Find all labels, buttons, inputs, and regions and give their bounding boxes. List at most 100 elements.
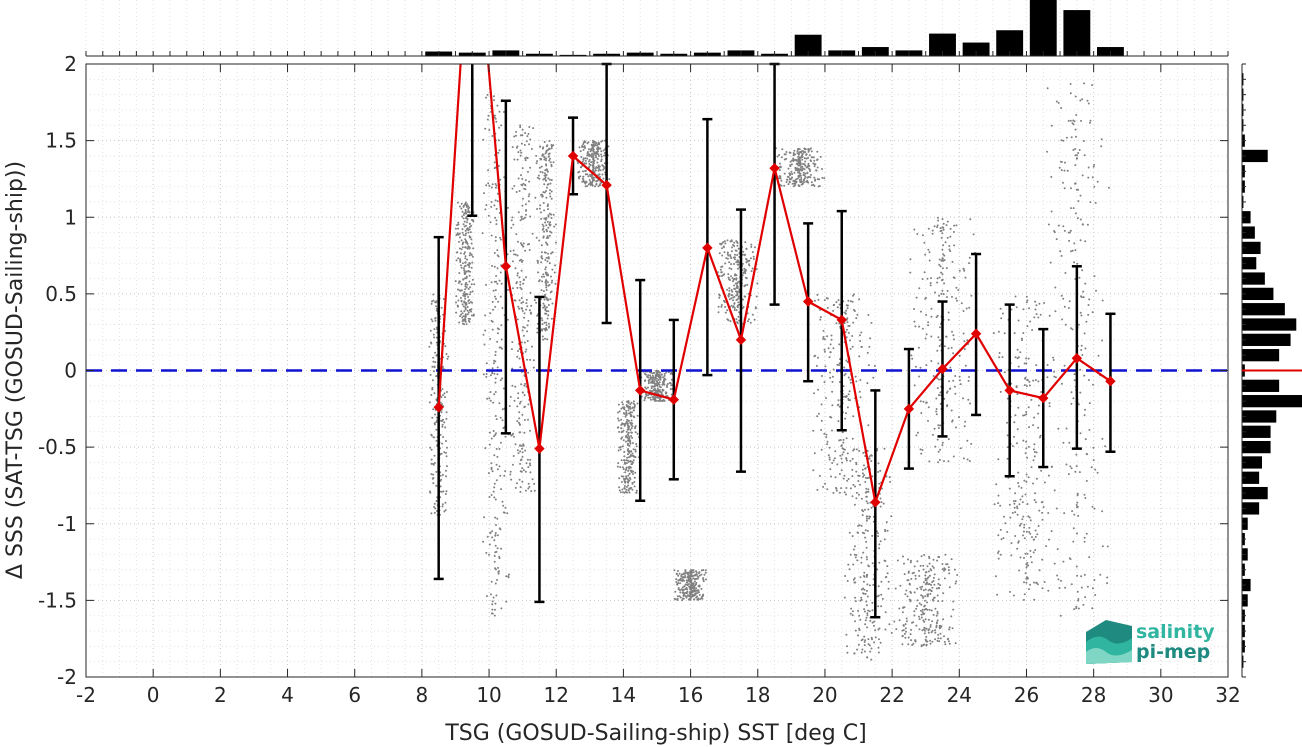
scatter-point: [535, 301, 538, 304]
right-histogram-ticks: [1242, 63, 1246, 678]
scatter-point: [818, 185, 821, 187]
scatter-point: [1070, 583, 1073, 586]
scatter-point: [654, 400, 657, 402]
scatter-point: [528, 462, 531, 465]
scatter-point: [1031, 329, 1034, 331]
scatter-point: [601, 173, 604, 176]
scatter-point: [924, 574, 927, 577]
scatter-point: [869, 650, 872, 653]
scatter-point: [1088, 298, 1091, 301]
scatter-point: [931, 565, 934, 568]
scatter-point: [959, 383, 962, 386]
scatter-point: [470, 283, 473, 286]
scatter-point: [489, 399, 492, 402]
scatter-point: [491, 328, 494, 331]
scatter-point: [838, 343, 841, 346]
scatter-point: [495, 207, 498, 210]
scatter-point: [952, 334, 955, 337]
scatter-point: [467, 319, 470, 322]
scatter-point: [867, 508, 870, 511]
scatter-point: [1079, 311, 1082, 314]
scatter-point: [445, 469, 447, 472]
scatter-point: [545, 279, 547, 282]
scatter-point: [1073, 242, 1076, 245]
scatter-point: [1024, 493, 1027, 496]
scatter-point: [525, 462, 528, 465]
scatter-point: [660, 392, 663, 394]
scatter-point: [837, 299, 840, 302]
scatter-point: [460, 289, 463, 292]
scatter-point: [925, 571, 928, 574]
scatter-point: [799, 151, 802, 154]
scatter-point: [666, 384, 668, 387]
scatter-point: [1076, 217, 1079, 220]
scatter-point: [627, 466, 630, 469]
scatter-point: [948, 586, 951, 589]
x-axis-tick-labels: -2 0 2 4 6 8 10 12 14 16 18 20 22 24 26 28 30 32: [76, 683, 1241, 707]
scatter-point: [503, 111, 505, 113]
scatter-point: [871, 609, 874, 612]
scatter-point: [692, 594, 695, 597]
right-histogram-bar: [1242, 272, 1265, 285]
scatter-point: [939, 448, 942, 451]
scatter-point: [905, 617, 908, 620]
scatter-point: [695, 587, 698, 590]
scatter-point: [579, 166, 582, 169]
scatter-point: [1033, 316, 1036, 319]
scatter-point: [493, 116, 496, 119]
scatter-point: [929, 639, 932, 642]
scatter-point: [1091, 505, 1094, 508]
scatter-point: [523, 326, 526, 329]
scatter-point: [942, 293, 945, 296]
scatter-point: [465, 281, 468, 284]
scatter-point: [810, 150, 813, 153]
scatter-point: [465, 224, 467, 227]
scatter-point: [742, 271, 745, 274]
scatter-point: [463, 251, 466, 254]
scatter-point: [899, 584, 902, 587]
mean-marker: [1105, 376, 1116, 387]
scatter-point: [930, 307, 933, 310]
scatter-point: [518, 276, 521, 279]
scatter-point: [725, 257, 728, 260]
scatter-point: [467, 210, 470, 213]
scatter-point: [955, 580, 958, 583]
scatter-point: [853, 581, 856, 584]
scatter-point: [526, 330, 529, 333]
scatter-point: [838, 473, 841, 475]
scatter-point: [845, 396, 847, 399]
scatter-point: [731, 290, 734, 293]
scatter-point: [922, 564, 925, 567]
scatter-point: [523, 431, 526, 434]
scatter-point: [952, 600, 955, 603]
scatter-point: [827, 454, 830, 457]
scatter-point: [1069, 92, 1072, 95]
scatter-point: [595, 183, 598, 186]
scatter-point: [788, 151, 791, 154]
scatter-point: [870, 321, 873, 324]
scatter-point: [655, 391, 658, 394]
scatter-point: [877, 585, 880, 588]
scatter-point: [1053, 375, 1056, 378]
scatter-point: [1072, 149, 1075, 151]
scatter-point: [467, 317, 470, 320]
scatter-point: [597, 155, 600, 157]
scatter-point: [859, 576, 862, 579]
scatter-point: [547, 226, 550, 229]
scatter-point: [723, 301, 726, 304]
scatter-point: [1075, 114, 1078, 116]
scatter-point: [647, 380, 650, 383]
scatter-point: [588, 179, 591, 181]
scatter-point: [625, 488, 628, 491]
x-axis-label: TSG (GOSUD-Sailing-ship) SST [deg C]: [444, 721, 866, 746]
scatter-point: [855, 380, 858, 383]
scatter-point: [929, 568, 932, 571]
scatter-point: [1026, 456, 1029, 459]
scatter-point: [469, 231, 472, 234]
scatter-point: [541, 223, 544, 226]
scatter-point: [801, 169, 804, 172]
scatter-point: [941, 257, 944, 260]
scatter-point: [885, 521, 888, 524]
scatter-point: [824, 365, 827, 368]
scatter-point: [535, 154, 538, 157]
